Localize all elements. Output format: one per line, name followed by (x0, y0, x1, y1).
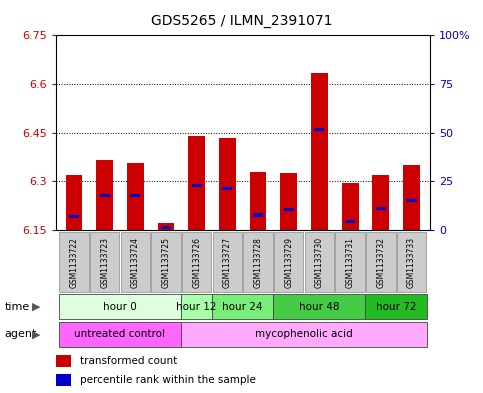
Text: hour 48: hour 48 (299, 302, 340, 312)
Text: GSM1133723: GSM1133723 (100, 237, 109, 288)
Text: hour 12: hour 12 (176, 302, 217, 312)
Text: ▶: ▶ (32, 302, 41, 312)
Bar (212, 294, 273, 320)
Text: ▶: ▶ (32, 329, 41, 340)
Text: GSM1133724: GSM1133724 (131, 237, 140, 288)
Bar (341, 183, 358, 230)
Bar (403, 165, 420, 230)
Bar (127, 163, 144, 230)
Text: GSM1133733: GSM1133733 (407, 237, 416, 288)
Bar (56, 355, 71, 367)
Text: GDS5265 / ILMN_2391071: GDS5265 / ILMN_2391071 (151, 14, 332, 28)
Bar (66, 175, 83, 230)
Bar (219, 138, 236, 230)
Bar (69, 215, 79, 218)
Bar (376, 207, 386, 210)
Bar (58, 322, 181, 347)
Bar (222, 187, 232, 190)
Bar (181, 322, 427, 347)
Bar (284, 208, 294, 211)
Bar (90, 233, 119, 292)
Text: GSM1133732: GSM1133732 (376, 237, 385, 288)
Text: hour 0: hour 0 (103, 302, 137, 312)
Text: GSM1133728: GSM1133728 (254, 237, 263, 288)
Bar (372, 175, 389, 230)
Bar (345, 220, 355, 223)
Text: hour 72: hour 72 (376, 302, 416, 312)
Text: untreated control: untreated control (74, 329, 166, 340)
Bar (280, 173, 297, 230)
Bar (151, 233, 181, 292)
Bar (59, 233, 89, 292)
Bar (157, 224, 174, 230)
Text: GSM1133730: GSM1133730 (315, 237, 324, 288)
Text: GSM1133731: GSM1133731 (346, 237, 355, 288)
Bar (58, 294, 181, 320)
Text: percentile rank within the sample: percentile rank within the sample (80, 375, 256, 385)
Bar (305, 233, 334, 292)
Text: transformed count: transformed count (80, 356, 177, 366)
Bar (182, 233, 212, 292)
Bar (273, 294, 366, 320)
Bar (366, 233, 396, 292)
Bar (243, 233, 273, 292)
Bar (335, 233, 365, 292)
Bar (188, 136, 205, 230)
Bar (253, 213, 263, 217)
Text: GSM1133727: GSM1133727 (223, 237, 232, 288)
Text: agent: agent (5, 329, 37, 340)
Text: GSM1133729: GSM1133729 (284, 237, 293, 288)
Bar (121, 233, 150, 292)
Bar (161, 226, 171, 229)
Text: GSM1133726: GSM1133726 (192, 237, 201, 288)
Bar (192, 184, 202, 187)
Text: hour 24: hour 24 (223, 302, 263, 312)
Bar (274, 233, 303, 292)
Bar (181, 294, 212, 320)
Bar (56, 374, 71, 386)
Bar (314, 128, 325, 131)
Text: mycophenolic acid: mycophenolic acid (255, 329, 353, 340)
Bar (250, 171, 267, 230)
Bar (213, 233, 242, 292)
Text: GSM1133725: GSM1133725 (161, 237, 170, 288)
Bar (311, 73, 328, 230)
Bar (406, 198, 416, 202)
Bar (366, 294, 427, 320)
Bar (99, 194, 110, 197)
Text: time: time (5, 302, 30, 312)
Text: GSM1133722: GSM1133722 (70, 237, 78, 288)
Bar (96, 160, 113, 230)
Bar (130, 194, 141, 197)
Bar (397, 233, 426, 292)
